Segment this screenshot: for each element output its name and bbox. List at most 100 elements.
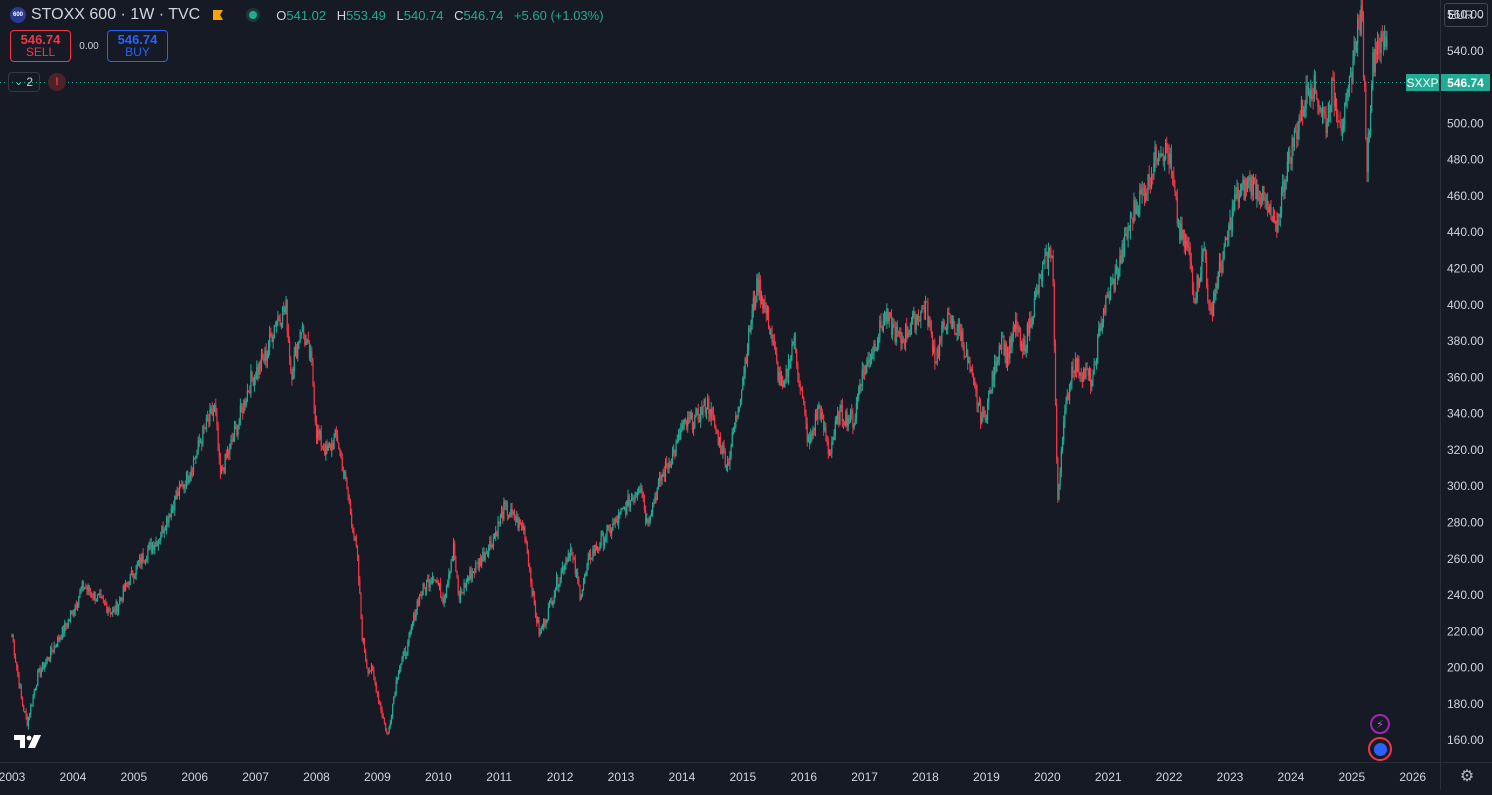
candle (648, 521, 650, 523)
candle (1198, 281, 1201, 287)
candle (618, 513, 620, 524)
candle (1153, 162, 1155, 177)
candle (902, 337, 904, 343)
candle (1282, 181, 1284, 192)
candle (1318, 106, 1320, 110)
candle (778, 371, 780, 380)
candle (982, 407, 984, 418)
candle (1030, 318, 1032, 328)
flag-icon[interactable] (212, 9, 224, 21)
candle (441, 596, 443, 598)
candle (359, 580, 361, 594)
lightning-icon[interactable]: ⚡ (1370, 714, 1390, 734)
candle (413, 613, 415, 624)
candle (960, 330, 962, 341)
candle (1159, 155, 1161, 157)
indicators-toggle-button[interactable]: ⌄ 2 (8, 72, 40, 92)
candle (393, 696, 395, 705)
candle (141, 553, 143, 565)
candle (427, 579, 429, 582)
candle (1018, 327, 1020, 329)
candle (244, 399, 246, 406)
candle (1163, 159, 1166, 162)
candle (333, 436, 335, 449)
time-axis[interactable]: 2003 2004 2005 2006 2007 2008 2009 2010 2011 2012… (0, 762, 1440, 790)
currency-dropdown[interactable]: EUR ⌄ (1444, 3, 1488, 27)
candle (744, 358, 746, 373)
candle (1046, 251, 1048, 269)
candle (1210, 309, 1212, 312)
indicators-count: 2 (26, 75, 34, 89)
candle (998, 345, 1000, 359)
symbol-logo-icon[interactable]: 600 (10, 7, 26, 23)
candle (1020, 343, 1023, 348)
candle (1152, 175, 1154, 177)
candle (24, 711, 26, 712)
candle (1338, 121, 1340, 123)
candle (524, 526, 526, 539)
warning-icon[interactable]: ! (48, 73, 66, 91)
candle (579, 585, 581, 600)
sell-button[interactable]: 546.74 SELL (10, 30, 71, 62)
candle (429, 581, 431, 588)
candle (311, 351, 313, 363)
candle (698, 419, 701, 423)
candle (1065, 400, 1067, 411)
spread-value: 0.00 (79, 40, 99, 52)
market-status-dot-icon[interactable] (246, 8, 261, 22)
candle (474, 571, 476, 573)
candle (1042, 264, 1044, 281)
candle (784, 380, 786, 381)
candle (1050, 247, 1052, 258)
candle (462, 592, 464, 594)
candle (463, 583, 465, 593)
candle (1285, 180, 1287, 182)
globe-icon[interactable] (1368, 737, 1392, 761)
candle (395, 680, 397, 694)
candle (74, 605, 76, 611)
candle (984, 410, 986, 420)
price-tick-label: 340.00 (1447, 407, 1484, 421)
candle (1136, 205, 1139, 216)
candle (380, 703, 382, 710)
gear-icon[interactable]: ⚙ (1459, 768, 1475, 785)
candle (643, 498, 646, 510)
candle (82, 581, 85, 589)
candle (386, 730, 388, 733)
price-tick-label: 440.00 (1447, 225, 1484, 239)
candle (1245, 179, 1247, 190)
candle (819, 405, 821, 420)
candlestick-chart[interactable] (0, 0, 1440, 762)
candle (1343, 123, 1345, 130)
candle (835, 420, 838, 422)
candle (72, 611, 74, 615)
candle (716, 429, 718, 432)
buy-button[interactable]: 546.74 BUY (107, 30, 168, 62)
candle (1079, 373, 1081, 376)
candle (199, 441, 202, 444)
candle (1367, 134, 1369, 172)
candle (503, 501, 505, 519)
candle (342, 471, 345, 473)
candle (773, 340, 776, 348)
candle (636, 492, 638, 495)
candle (928, 320, 930, 327)
candle (1294, 130, 1297, 132)
symbol-title[interactable]: STOXX 600 · 1W · TVC (31, 6, 201, 23)
candle (719, 436, 722, 451)
candle (1359, 19, 1361, 35)
candle (181, 484, 183, 486)
tradingview-logo-icon[interactable] (14, 733, 46, 749)
candle (517, 516, 519, 528)
price-axis[interactable]: 160.00 180.00 200.00 220.00 240.00 260.00 280.… (1440, 0, 1492, 762)
candle (144, 559, 147, 562)
candle (177, 491, 179, 496)
candle (397, 673, 400, 679)
candle (1196, 275, 1198, 300)
sell-label: SELL (25, 45, 56, 59)
candle (1088, 368, 1091, 376)
candle (566, 559, 568, 562)
candle (1093, 362, 1095, 374)
time-tick-label: 2015 (729, 770, 756, 784)
candle (182, 484, 184, 489)
